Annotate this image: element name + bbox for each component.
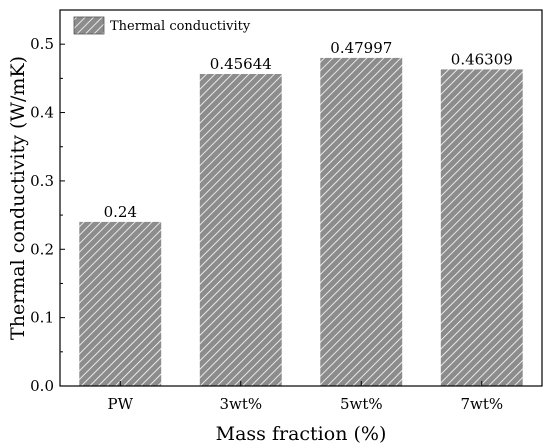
x-tick-label-5wt%: 5wt% [340, 395, 383, 413]
bar-PW [79, 221, 162, 386]
y-tick-label: 0.0 [30, 377, 54, 395]
legend: Thermal conductivity [73, 16, 251, 35]
data-label-5wt%: 0.47997 [330, 39, 392, 57]
x-tick-label-7wt%: 7wt% [460, 395, 503, 413]
bar-7wt% [440, 69, 523, 387]
bars-group [79, 57, 523, 387]
data-labels-group: 0.24 0.45644 0.47997 0.46309 [104, 39, 513, 221]
legend-entry-thermal-conductivity: Thermal conductivity [110, 19, 251, 34]
plot-frame [59, 9, 543, 387]
x-tick-label-PW: PW [108, 395, 134, 413]
y-axis: 0.0 0.1 0.2 0.3 0.4 0.5 [30, 35, 65, 395]
y-tick-label: 0.5 [30, 35, 54, 53]
bar-5wt% [320, 57, 403, 387]
x-tick-label-3wt%: 3wt% [219, 395, 262, 413]
y-axis-label: Thermal conductivity (W/mK) [7, 56, 29, 340]
data-label-3wt%: 0.45644 [210, 55, 272, 73]
data-label-PW: 0.24 [104, 203, 137, 221]
data-label-7wt%: 0.46309 [451, 50, 513, 68]
y-tick-label: 0.1 [30, 309, 54, 327]
x-axis: PW 3wt% 5wt% 7wt% [108, 381, 503, 413]
x-axis-label: Mass fraction (%) [216, 423, 387, 445]
y-tick-label: 0.2 [30, 240, 54, 258]
legend-swatch [73, 16, 105, 35]
y-tick-label: 0.4 [30, 104, 54, 122]
y-tick-label: 0.3 [30, 172, 54, 190]
bar-3wt% [199, 74, 282, 386]
